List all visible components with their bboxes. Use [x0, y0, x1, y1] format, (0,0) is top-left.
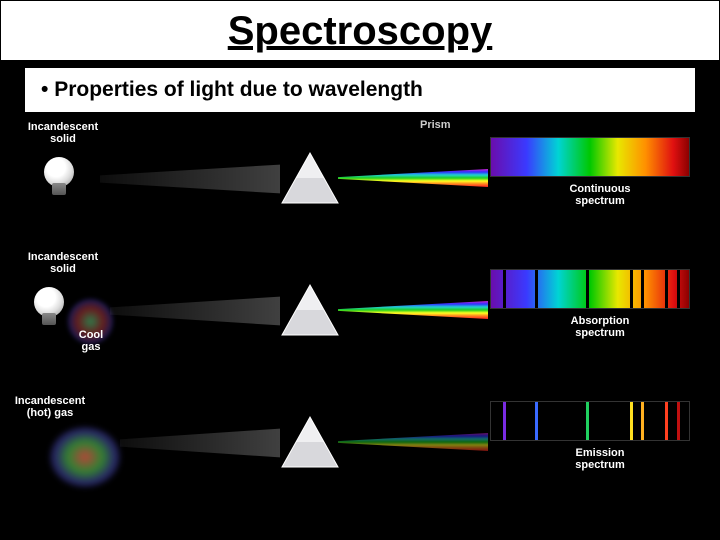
light-beam-1	[100, 161, 280, 197]
absorption-line	[630, 270, 633, 308]
subtitle-box: • Properties of light due to wavelength	[24, 67, 696, 113]
source-hotgas	[20, 403, 120, 503]
subtitle-content: Properties of light due to wavelength	[54, 78, 423, 101]
prism-label: Prism	[420, 119, 451, 131]
spectrum-absorption	[490, 269, 690, 309]
spectrum-label-2: Absorptionspectrum	[540, 315, 660, 339]
rainbow-beam-2	[338, 301, 488, 319]
spectrum-emission	[490, 401, 690, 441]
light-beam-3	[120, 425, 280, 461]
spectrum-label-1: Continuousspectrum	[540, 183, 660, 207]
absorption-line	[677, 270, 680, 308]
absorption-line	[535, 270, 538, 308]
source-bulb-1	[20, 139, 120, 239]
absorption-line	[586, 270, 589, 308]
rainbow-beam-3	[338, 433, 488, 451]
page-title: Spectroscopy	[0, 0, 720, 61]
subtitle-text: • Properties of light due to wavelength	[41, 78, 679, 102]
source-bulb-2	[20, 271, 120, 371]
cool-gas-label: Coolgas	[66, 329, 116, 353]
emission-line	[641, 402, 644, 440]
emission-line	[503, 402, 506, 440]
hot-gas-cloud	[50, 427, 120, 487]
prism-2	[280, 283, 340, 338]
absorption-line	[665, 270, 668, 308]
absorption-line	[503, 270, 506, 308]
emission-line	[665, 402, 668, 440]
rainbow-beam-1	[338, 169, 488, 187]
lightbulb-icon	[44, 157, 74, 187]
emission-line	[586, 402, 589, 440]
emission-line	[630, 402, 633, 440]
light-beam-2	[110, 293, 280, 329]
emission-line	[535, 402, 538, 440]
row-absorption: Incandescentsolid Coolgas Absorptionspec…	[0, 251, 720, 381]
prism-1	[280, 151, 340, 206]
row-continuous: Incandescentsolid Prism Continuousspectr…	[0, 119, 720, 249]
emission-line	[677, 402, 680, 440]
absorption-line	[641, 270, 644, 308]
spectrum-label-3: Emissionspectrum	[540, 447, 660, 471]
lightbulb-icon	[34, 287, 64, 317]
spectroscopy-diagram: Incandescentsolid Prism Continuousspectr…	[0, 119, 720, 529]
spectrum-continuous	[490, 137, 690, 177]
row-emission: Incandescent(hot) gas Emissionspectrum	[0, 383, 720, 513]
prism-3	[280, 415, 340, 470]
